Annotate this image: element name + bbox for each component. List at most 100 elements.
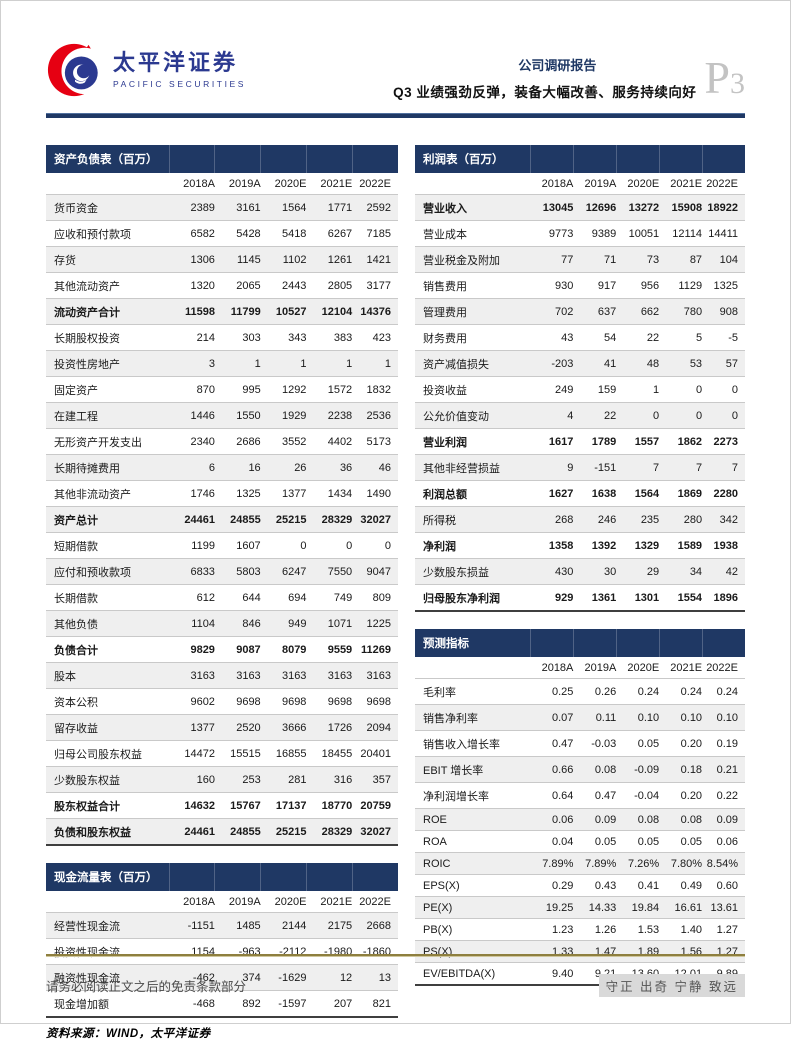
row-value: 9047 (366, 565, 391, 578)
year-header: 2019A (228, 178, 261, 190)
table-row: ROE 0.06 0.09 0.08 0.08 0.09 (415, 808, 745, 831)
year-header: 2019A (584, 662, 617, 674)
row-value: 7.26% (627, 857, 660, 870)
row-value: 11598 (184, 305, 215, 318)
table-row: 毛利率 0.25 0.26 0.24 0.24 0.24 (415, 678, 745, 705)
row-value: 9698 (281, 695, 307, 708)
year-header-spacer (415, 657, 531, 679)
row-value: 41 (604, 357, 617, 370)
row-value: 214 (196, 331, 215, 344)
table-row: 管理费用 702 637 662 780 908 (415, 298, 745, 325)
table-row: 其他负债 1104 846 949 1071 1225 (46, 610, 398, 637)
row-value: 1938 (713, 539, 738, 552)
year-header: 2020E (627, 662, 660, 674)
table-title-row: 现金流量表（百万） (46, 863, 398, 891)
row-value: 1.40 (680, 923, 703, 936)
table-title-row: 资产负债表（百万） (46, 145, 398, 173)
row-value: 246 (597, 513, 617, 526)
row-label: 其他流动资产 (54, 280, 120, 293)
row-value: 13.61 (710, 901, 738, 914)
row-value: 73 (646, 253, 660, 266)
row-value: 13272 (628, 201, 660, 214)
row-value: 7.89% (542, 857, 574, 870)
row-value: 6267 (327, 227, 353, 240)
row-value: 0.05 (680, 835, 703, 848)
row-value: 1929 (281, 409, 307, 422)
table-row: PE(X) 19.25 14.33 19.84 16.61 13.61 (415, 896, 745, 919)
row-value: 0 (731, 409, 738, 422)
page-number-letter: P (704, 52, 730, 103)
row-value: 15908 (671, 201, 703, 214)
row-value: 36 (339, 461, 353, 474)
table-row: 营业成本 9773 9389 10051 12114 14411 (415, 220, 745, 247)
row-label: 负债和股东权益 (54, 826, 131, 839)
row-value: 19.25 (545, 901, 574, 914)
row-value: 9602 (190, 695, 215, 708)
row-value: 11799 (230, 305, 261, 318)
table-title-fill (701, 145, 745, 173)
income-statement-table: 利润表（百万） 2018A 2019A 2020E 2021E 2022E 营业收入 1304… (415, 145, 745, 612)
row-value: 0.29 (551, 879, 574, 892)
row-value: 1.23 (551, 923, 574, 936)
row-label: 在建工程 (54, 410, 98, 423)
row-value: 0.08 (594, 763, 617, 776)
row-value: 2175 (327, 919, 353, 932)
row-value: 9087 (236, 643, 261, 656)
row-value: 1434 (327, 487, 353, 500)
year-header: 2018A (541, 662, 574, 674)
row-value: 694 (288, 591, 307, 604)
row-label: 其他负债 (54, 618, 98, 631)
row-value: 8079 (281, 643, 307, 656)
table-title-fill (168, 863, 215, 891)
table-row: 股东权益合计 14632 15767 17137 18770 20759 (46, 792, 398, 819)
row-label: 少数股东权益 (54, 774, 120, 787)
row-value: 32027 (360, 513, 391, 526)
year-header: 2019A (228, 896, 261, 908)
table-row: 负债合计 9829 9087 8079 9559 11269 (46, 636, 398, 663)
row-value: 6 (208, 461, 215, 474)
table-row: 在建工程 1446 1550 1929 2238 2536 (46, 402, 398, 429)
row-value: 1329 (634, 539, 660, 552)
row-value: 3 (208, 357, 215, 370)
table-title-row: 利润表（百万） (415, 145, 745, 173)
pacific-securities-logo-icon (47, 43, 104, 97)
table-row: 存货 1306 1145 1102 1261 1421 (46, 246, 398, 273)
table-row: 归母股东净利润 929 1361 1301 1554 1896 (415, 584, 745, 612)
year-header: 2021E (670, 662, 703, 674)
row-value: 1862 (677, 435, 703, 448)
row-value: 7 (695, 461, 703, 474)
row-label: 融资性现金流 (54, 972, 120, 985)
row-value: 16.61 (674, 901, 703, 914)
row-value: 0.09 (594, 813, 617, 826)
row-label: 净利润 (423, 540, 456, 553)
row-value: 637 (597, 305, 617, 318)
year-header: 2022E (706, 662, 738, 674)
row-value: 0 (653, 409, 660, 422)
row-label: 投资性房地产 (54, 358, 120, 371)
table-row: EPS(X) 0.29 0.43 0.41 0.49 0.60 (415, 874, 745, 897)
row-value: 54 (604, 331, 617, 344)
row-label: 投资收益 (423, 384, 467, 397)
row-value: 15767 (230, 799, 261, 812)
row-value: 12114 (672, 227, 703, 240)
row-value: 0 (695, 383, 703, 396)
table-row: 利润总额 1627 1638 1564 1869 2280 (415, 480, 745, 507)
forecast-table: 预测指标 2018A 2019A 2020E 2021E 2022E 毛利率 0.25 0.26… (415, 629, 745, 986)
row-value: 1325 (713, 279, 738, 292)
table-row: 长期待摊费用 6 16 26 36 46 (46, 454, 398, 481)
table-row: 融资性现金流 -462 374 -1629 12 13 (46, 964, 398, 991)
row-label: 归母股东净利润 (423, 592, 500, 605)
row-value: 0.18 (680, 763, 703, 776)
row-value: 1896 (713, 591, 738, 604)
row-value: 0.60 (716, 879, 738, 892)
row-value: 15515 (230, 747, 261, 760)
row-value: 11269 (361, 643, 391, 656)
row-value: 3163 (236, 669, 261, 682)
row-value: 24855 (230, 513, 261, 526)
row-label: 长期待摊费用 (54, 462, 120, 475)
row-value: 0.20 (680, 789, 703, 802)
row-value: 423 (372, 331, 391, 344)
table-row: 所得税 268 246 235 280 342 (415, 506, 745, 533)
row-value: 0.11 (595, 711, 617, 724)
row-value: 780 (683, 305, 703, 318)
